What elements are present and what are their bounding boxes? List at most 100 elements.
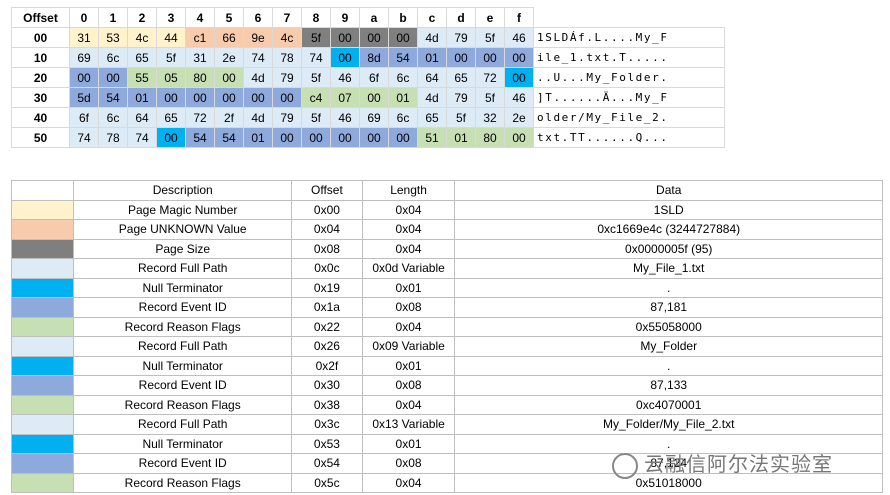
hex-byte: 5f (446, 107, 476, 128)
hex-byte: 80 (185, 67, 215, 88)
cell-description: Page Size (73, 238, 293, 259)
cell-length: 0x08 (361, 297, 456, 318)
table-row: Null Terminator 0x19 0x01. (10, 277, 883, 298)
column-header: 5 (214, 7, 244, 28)
cell-length: 0x09 Variable (361, 336, 456, 357)
hex-byte: 51 (417, 127, 447, 148)
color-swatch (10, 375, 75, 396)
color-swatch (10, 258, 75, 279)
color-swatch (10, 297, 75, 318)
cell-data: 87,181 (454, 297, 883, 318)
cell-length: 0x04 (361, 394, 456, 415)
cell-data: 1SLD (454, 199, 883, 220)
color-swatch (10, 453, 75, 474)
hex-byte: 78 (98, 127, 128, 148)
hex-byte: 74 (69, 127, 99, 148)
table-row: Record Reason Flags 0x5c 0x04 0x51018000 (10, 472, 883, 493)
hex-byte: 00 (359, 27, 389, 48)
hex-byte: 00 (359, 127, 389, 148)
color-swatch (10, 472, 75, 493)
hex-row: 10 69 6c 65 5f 31 2e 74 78 74 00 8d 54 01 00 00 00 ile_1.… (11, 47, 725, 68)
hex-byte: 00 (330, 127, 360, 148)
hex-byte: 00 (330, 27, 360, 48)
cell-offset: 0x53 (291, 433, 363, 454)
cell-offset: 0x38 (291, 394, 363, 415)
table-row: Record Event ID 0x54 0x08 87,124 (10, 453, 883, 474)
hex-byte: 01 (446, 127, 476, 148)
desc-header-row: Description Offset Length Data (10, 180, 883, 201)
color-swatch (10, 219, 75, 240)
color-swatch (10, 414, 75, 435)
hex-byte: 66 (214, 27, 244, 48)
watermark: 云融信阿尔法实验室 (612, 448, 833, 479)
record-description-table: Description Offset Length Data Page Magic Nu… (10, 180, 883, 493)
cell-length: 0x0d Variable (361, 258, 456, 279)
hex-byte: 6c (98, 47, 128, 68)
cell-data: My_Folder/My_File_2.txt (454, 414, 883, 435)
cell-offset: 0x26 (291, 336, 363, 357)
cell-data: 0xc4070001 (454, 394, 883, 415)
hex-byte: 4d (243, 107, 273, 128)
cell-offset: 0x1a (291, 297, 363, 318)
hex-byte: 5f (156, 47, 186, 68)
table-row: Record Full Path 0x0c 0x0d Variable My_File… (10, 258, 883, 279)
cell-length: 0x04 (361, 316, 456, 337)
hex-byte: 6c (388, 67, 418, 88)
hex-dump-table: Offset 0 1 2 3 4 5 6 7 8 9 a b c d e f 00 31 53 4c 44 c1 66 9e 4c… (11, 7, 725, 148)
hex-byte: 65 (417, 107, 447, 128)
hex-byte: 00 (388, 127, 418, 148)
hex-byte: 00 (185, 87, 215, 108)
hex-byte: 00 (388, 27, 418, 48)
table-row: Page Size 0x08 0x04 0x0000005f (95) (10, 238, 883, 259)
hex-byte: 54 (185, 127, 215, 148)
hex-byte: 00 (98, 67, 128, 88)
table-row: Page UNKNOWN Value 0x04 0x04 0xc1669e4c (32… (10, 219, 883, 240)
column-header: a (359, 7, 389, 28)
cell-description: Record Full Path (73, 336, 293, 357)
table-row: Null Terminator 0x2f 0x01. (10, 355, 883, 376)
table-row: Page Magic Number 0x00 0x04 1SLD (10, 199, 883, 220)
hex-byte: 54 (98, 87, 128, 108)
cell-length: 0x04 (361, 199, 456, 220)
hex-byte: 5f (301, 107, 331, 128)
column-header: b (388, 7, 418, 28)
row-offset: 40 (11, 107, 70, 128)
color-swatch (10, 355, 75, 376)
cell-data: My_Folder (454, 336, 883, 357)
cell-description: Record Event ID (73, 297, 293, 318)
row-offset: 20 (11, 67, 70, 88)
color-swatch (10, 277, 75, 298)
column-header: e (475, 7, 505, 28)
row-offset: 00 (11, 27, 70, 48)
hex-byte: 5f (475, 87, 505, 108)
column-header: 7 (272, 7, 302, 28)
color-key-header (10, 180, 75, 201)
hex-byte: 79 (272, 107, 302, 128)
column-header: 6 (243, 7, 273, 28)
hex-byte: 4d (243, 67, 273, 88)
color-swatch (10, 336, 75, 357)
color-swatch (10, 199, 75, 220)
row-offset: 50 (11, 127, 70, 148)
hex-byte: 53 (98, 27, 128, 48)
cell-offset: 0x00 (291, 199, 363, 220)
hex-byte: 00 (504, 47, 534, 68)
hex-byte: 2e (504, 107, 534, 128)
cell-length: 0x04 (361, 472, 456, 493)
hex-byte: 69 (69, 47, 99, 68)
hex-byte: 64 (127, 107, 157, 128)
hex-byte: 46 (504, 27, 534, 48)
cell-offset: 0x22 (291, 316, 363, 337)
hex-row: 40 6f 6c 64 65 72 2f 4d 79 5f 46 69 6c 65 5f 32 2e older/… (11, 107, 725, 128)
hex-byte: 01 (417, 47, 447, 68)
hex-byte: c1 (185, 27, 215, 48)
table-row: Null Terminator 0x53 0x01. (10, 433, 883, 454)
cell-length: 0x04 (361, 219, 456, 240)
hex-row: 30 5d 54 01 00 00 00 00 00 c4 07 00 01 4d 79 5f 46]T....… (11, 87, 725, 108)
hex-byte: 8d (359, 47, 389, 68)
hex-byte: 00 (214, 87, 244, 108)
column-header: 9 (330, 7, 360, 28)
cell-data: . (454, 277, 883, 298)
cell-offset: 0x08 (291, 238, 363, 259)
hex-byte: 79 (272, 67, 302, 88)
